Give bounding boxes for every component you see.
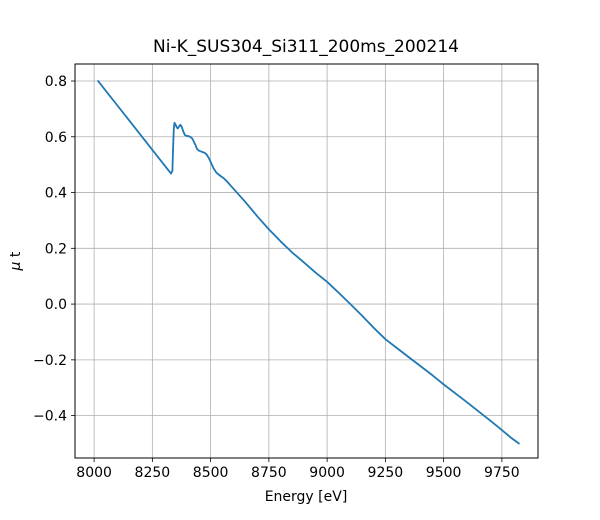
x-axis-label: Energy [eV] <box>265 489 348 505</box>
axes-spines <box>74 63 539 459</box>
data-line <box>97 80 520 445</box>
x-tick-label: 8250 <box>135 465 171 481</box>
mu-symbol: μ <box>8 261 24 271</box>
chart-title: Ni-K_SUS304_Si311_200ms_200214 <box>153 37 459 57</box>
x-tick-label: 9750 <box>484 465 520 481</box>
y-tick-label: −0.4 <box>33 409 67 425</box>
y-tick-label: 0.0 <box>45 297 67 313</box>
grid-lines <box>75 64 538 458</box>
y-ticks: −0.4 −0.2 0.0 0.2 0.4 0.6 0.8 <box>33 74 75 425</box>
x-tick-label: 8500 <box>193 465 229 481</box>
x-tick-label: 8000 <box>76 465 112 481</box>
x-ticks: 8000 8250 8500 8750 9000 9250 9500 9750 <box>76 458 520 481</box>
x-tick-label: 9000 <box>309 465 345 481</box>
y-tick-label: −0.2 <box>33 353 67 369</box>
y-label-rest: t <box>8 251 24 261</box>
y-tick-label: 0.6 <box>45 130 67 146</box>
y-tick-label: 0.4 <box>45 186 67 202</box>
y-axis-label: μ t <box>8 251 24 271</box>
x-tick-label: 8750 <box>251 465 287 481</box>
x-tick-label: 9250 <box>368 465 404 481</box>
x-tick-label: 9500 <box>426 465 462 481</box>
y-tick-label: 0.8 <box>45 74 67 90</box>
y-tick-label: 0.2 <box>45 241 67 257</box>
